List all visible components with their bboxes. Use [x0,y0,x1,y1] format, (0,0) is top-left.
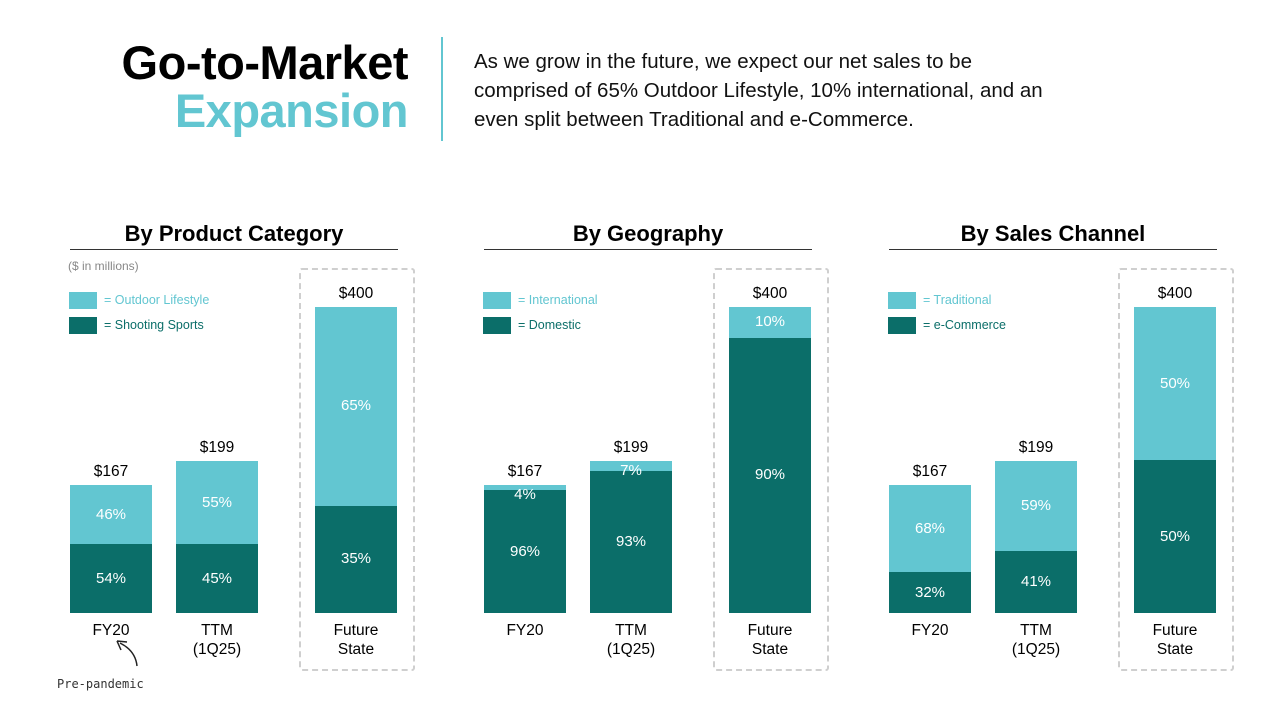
legend-label: = Traditional [923,293,992,307]
data-label: 46% [95,505,127,523]
bar-segment [315,505,397,613]
annotation-arrow [116,640,138,667]
data-label: 65% [340,397,372,415]
title-line1: Go-to-Market [121,36,409,89]
data-label: 96% [509,542,541,560]
bar-segment [1134,307,1216,460]
legend-swatch [69,292,97,309]
data-label: 93% [615,533,647,551]
data-label: 54% [95,569,127,587]
legend-label: = e-Commerce [923,318,1007,332]
data-label: 59% [1020,496,1052,514]
data-label: 10% [754,313,786,331]
data-label: 35% [340,550,372,568]
legend-label: = International [518,293,598,307]
bar-segment [889,485,971,573]
bar-segment [995,550,1077,613]
legend-label: = Shooting Sports [104,318,204,332]
x-tick-label: TTM (1Q25) [606,622,656,658]
legend-label: = Domestic [518,318,581,332]
chart-title: By Sales Channel [889,220,1217,250]
bar-segment [70,485,152,544]
data-label: 32% [914,583,946,601]
x-tick-label: FY20 [911,622,949,639]
bar-segment [484,485,566,491]
legend-label: = Outdoor Lifestyle [104,293,210,307]
title-line2: Expansion [174,84,409,137]
bar-segment [590,471,672,613]
bar-segment [729,337,811,613]
total-label: $167 [93,463,129,481]
x-tick-label: TTM (1Q25) [1011,622,1061,658]
divider [441,37,443,141]
total-label: $167 [912,463,948,481]
total-label: $400 [752,285,788,302]
data-label: 4% [514,486,536,504]
bar-segment [176,460,258,545]
x-tick-label: Future State [1152,622,1198,658]
bar-segment [70,544,152,613]
data-label: 50% [1159,374,1191,392]
units-note: ($ in millions) [68,259,139,273]
data-label: 7% [620,461,642,479]
chart-title: By Product Category [70,220,398,250]
data-label: 55% [201,493,233,511]
data-label: 68% [914,519,946,537]
data-label: 41% [1020,572,1052,590]
x-tick-label: Future State [747,622,793,658]
x-tick-label: FY20 [92,622,130,639]
legend-swatch [483,317,511,334]
bar-segment [1134,460,1216,613]
total-label: $400 [338,285,374,302]
total-label: $167 [507,463,543,481]
bar-segment [590,460,672,472]
total-label: $199 [199,438,235,456]
bar-segment [889,572,971,613]
x-tick-label: Future State [333,622,379,658]
legend-swatch [888,292,916,309]
annotation: Pre-pandemic [57,677,144,691]
highlight-box [299,268,415,671]
total-label: $400 [1157,285,1193,302]
total-label: $199 [613,438,649,456]
bar-segment [484,490,566,613]
bar-segment [176,544,258,613]
bar-segment [315,307,397,506]
highlight-box [1118,268,1234,671]
data-label: 90% [754,466,786,484]
description: As we grow in the future, we expect our … [474,50,1043,131]
data-label: 45% [201,569,233,587]
x-tick-label: FY20 [506,622,544,639]
chart-title: By Geography [484,220,812,250]
bar-segment [729,307,811,338]
x-tick-label: TTM (1Q25) [192,622,242,658]
legend-swatch [483,292,511,309]
legend-swatch [888,317,916,334]
total-label: $199 [1018,438,1054,456]
legend-swatch [69,317,97,334]
bar-segment [995,460,1077,551]
highlight-box [713,268,829,671]
data-label: 50% [1159,527,1191,545]
